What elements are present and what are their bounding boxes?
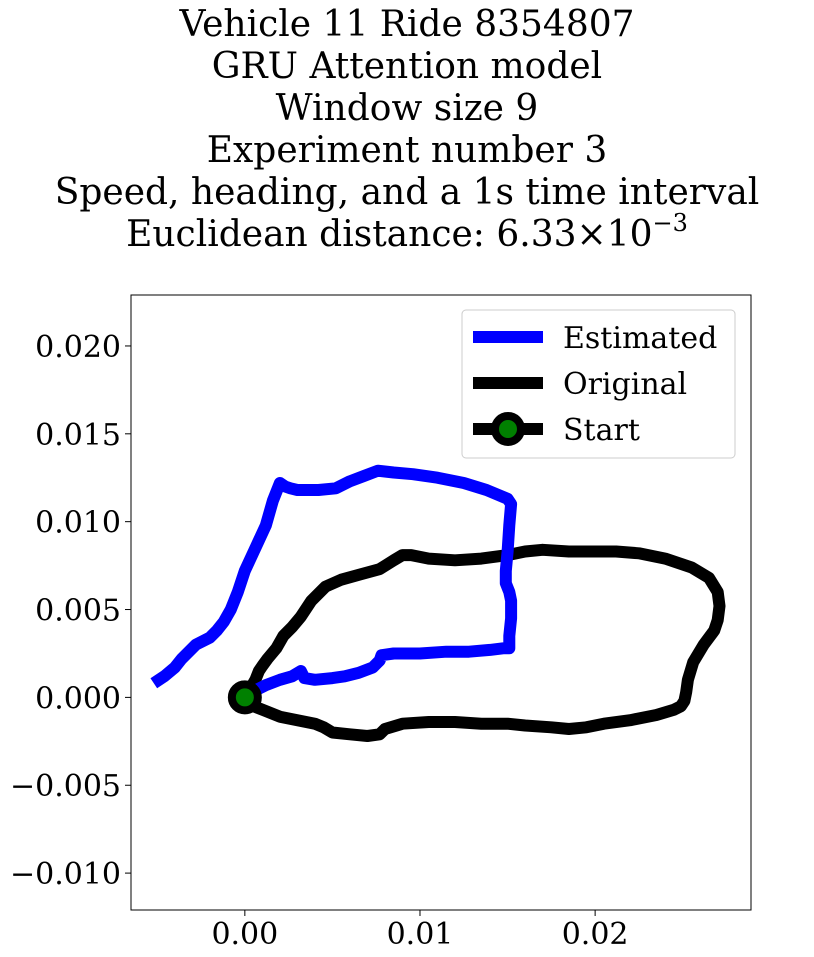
title-line-experiment: Experiment number 3 <box>206 130 608 171</box>
distance-exponent: −3 <box>652 209 688 237</box>
y-tick-label: 0.010 <box>35 506 121 541</box>
legend-label-estimated: Estimated <box>563 321 717 356</box>
x-tick-label: 0.01 <box>387 917 454 952</box>
y-tick-label: 0.005 <box>35 594 121 629</box>
y-tick-label: 0.020 <box>35 330 121 365</box>
distance-times: × <box>576 214 607 255</box>
legend-box <box>461 309 736 459</box>
chart-title: Vehicle 11 Ride 8354807 GRU Attention mo… <box>0 4 814 256</box>
distance-mantissa: 6.33 <box>496 214 577 255</box>
title-line-features: Speed, heading, and a 1s time interval <box>54 172 760 213</box>
legend: Estimated Original Start <box>461 309 736 459</box>
series-line-estimated <box>150 464 518 703</box>
legend-label-start: Start <box>563 413 640 448</box>
x-tick-label: 0.00 <box>211 917 278 952</box>
axis-layer: 0.00 0.01 0.02 −0.010 −0.005 0.000 0.005 0.010 0… <box>10 330 629 952</box>
y-tick-label: 0.000 <box>35 681 121 716</box>
series-layer <box>150 464 726 742</box>
title-line-vehicle: Vehicle 11 Ride 8354807 <box>179 4 635 45</box>
legend-marker-start <box>491 412 525 446</box>
start-marker <box>227 680 262 715</box>
y-tick-label: −0.010 <box>10 857 121 892</box>
y-tick-label: 0.015 <box>35 418 121 453</box>
title-line-model: GRU Attention model <box>211 46 603 87</box>
title-line-window: Window size 9 <box>275 88 539 129</box>
series-line-original <box>239 543 726 742</box>
distance-prefix: Euclidean distance: <box>126 214 497 255</box>
plot-frame <box>130 294 752 911</box>
x-tick-label: 0.02 <box>562 917 629 952</box>
distance-base: 10 <box>606 214 653 255</box>
title-line-distance: Euclidean distance: 6.33×10−3 <box>0 211 814 256</box>
legend-label-original: Original <box>563 367 687 402</box>
y-tick-label: −0.005 <box>10 769 121 804</box>
